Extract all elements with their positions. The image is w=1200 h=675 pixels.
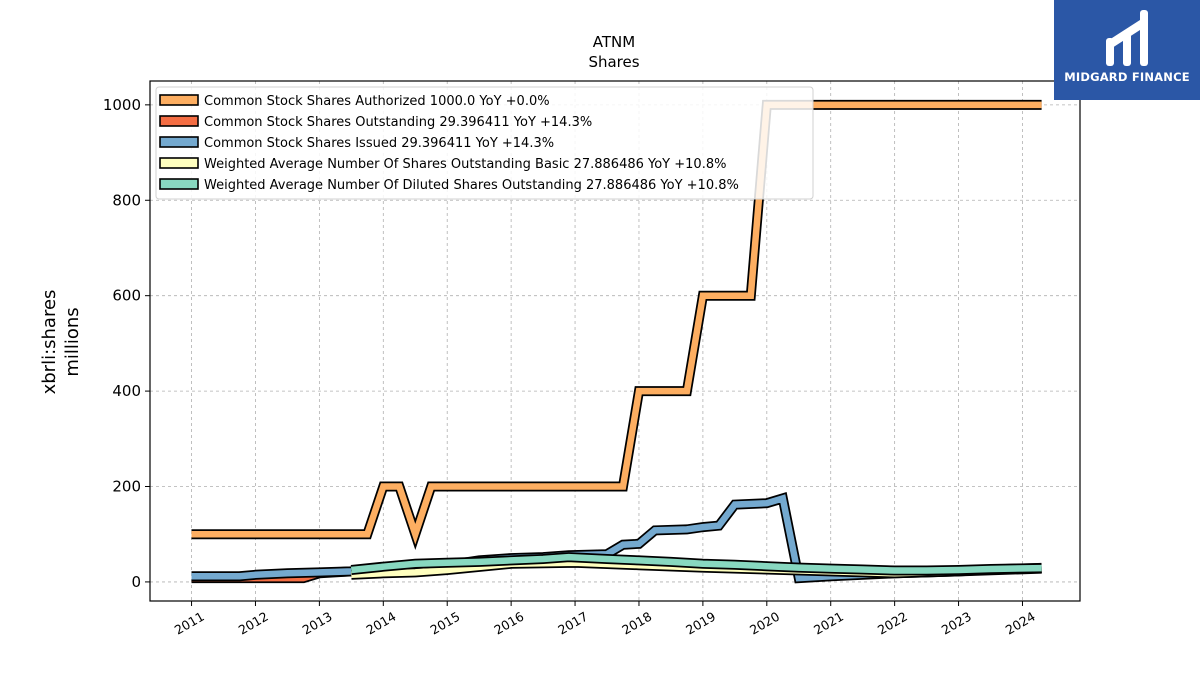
legend-label: Weighted Average Number Of Shares Outsta… xyxy=(204,157,726,172)
x-tick-label: 2015 xyxy=(427,609,462,638)
x-tick-label: 2016 xyxy=(491,609,526,638)
x-tick-label: 2011 xyxy=(172,609,207,638)
x-tick-label: 2014 xyxy=(364,609,399,638)
y-tick-label: 0 xyxy=(131,573,141,591)
x-tick-label: 2012 xyxy=(236,609,271,638)
chart-title: ATNM xyxy=(593,33,635,51)
series-line-4 xyxy=(350,553,1042,574)
plot-frame xyxy=(149,80,1081,602)
legend-swatch xyxy=(159,136,199,148)
chart-subtitle: Shares xyxy=(588,53,639,71)
x-tick-label: 2021 xyxy=(811,609,846,638)
midgard-logo-icon xyxy=(1106,10,1148,66)
y-axis-unit: millions xyxy=(62,307,83,376)
x-tick-label: 2013 xyxy=(300,609,335,638)
y-axis-label: xbrli:shares xyxy=(39,290,60,395)
x-tick-label: 2018 xyxy=(619,609,654,638)
x-tick-label: 2022 xyxy=(875,609,910,638)
y-tick-label: 400 xyxy=(112,382,141,400)
legend-swatch xyxy=(159,157,199,169)
brand-logo: MIDGARD FINANCE xyxy=(1054,0,1200,100)
y-tick-label: 600 xyxy=(112,287,141,305)
series-lines xyxy=(191,99,1042,584)
x-tick-label: 2019 xyxy=(683,609,718,638)
legend: Common Stock Shares Authorized 1000.0 Yo… xyxy=(155,86,814,200)
legend-swatch xyxy=(159,178,199,190)
legend-swatch xyxy=(159,115,199,127)
x-tick-label: 2024 xyxy=(1003,609,1038,638)
legend-label: Weighted Average Number Of Diluted Share… xyxy=(204,178,739,193)
legend-box xyxy=(155,86,814,200)
y-tick-label: 1000 xyxy=(103,96,141,114)
series-line-0 xyxy=(191,101,1042,545)
y-tick-label: 800 xyxy=(112,191,141,209)
legend-label: Common Stock Shares Outstanding 29.39641… xyxy=(204,115,592,130)
x-tick-label: 2020 xyxy=(747,609,782,638)
x-tick-label: 2017 xyxy=(555,609,590,638)
y-tick-label: 200 xyxy=(112,478,141,496)
legend-label: Common Stock Shares Issued 29.396411 YoY… xyxy=(204,136,554,151)
legend-swatch xyxy=(159,94,199,106)
brand-name: MIDGARD FINANCE xyxy=(1064,70,1190,84)
x-tick-label: 2023 xyxy=(939,609,974,638)
legend-label: Common Stock Shares Authorized 1000.0 Yo… xyxy=(204,94,550,109)
